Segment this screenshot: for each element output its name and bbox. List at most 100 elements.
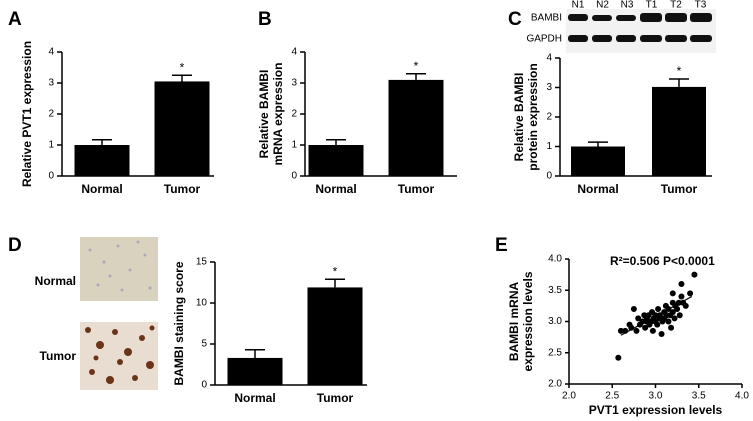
y-tick-label: 10 — [196, 298, 208, 309]
trendline — [620, 295, 693, 336]
point — [687, 290, 694, 297]
point — [665, 318, 672, 325]
lane-label: T1 — [646, 0, 658, 11]
y-tick-label: 3 — [48, 78, 54, 89]
y-tick-label: 3.5 — [548, 285, 562, 296]
x-tick-label: Normal — [315, 182, 356, 196]
y-axis-title: BAMBI mRNA — [507, 282, 521, 362]
point — [668, 324, 675, 331]
y-tick-label: 2 — [546, 112, 552, 123]
point — [655, 306, 662, 312]
bar — [308, 145, 364, 176]
y-axis-title: mRNA expression — [271, 63, 285, 166]
y-axis-title: expression levels — [521, 271, 535, 371]
x-tick-label: 2.0 — [562, 391, 576, 402]
error-bar — [588, 141, 608, 147]
point — [678, 293, 685, 300]
error-bar — [92, 138, 112, 145]
y-tick-label: 15 — [196, 257, 208, 268]
lane-label: T2 — [670, 0, 682, 11]
point — [630, 306, 637, 312]
y-axis-title: protein expression — [526, 63, 540, 170]
point — [642, 324, 649, 331]
x-tick-label: 3.0 — [649, 391, 663, 402]
bar — [154, 81, 210, 176]
point — [669, 290, 676, 297]
error-bar — [245, 348, 265, 358]
x-tick-label: 2.5 — [605, 391, 619, 402]
point — [682, 302, 689, 309]
y-tick-label: 0 — [201, 380, 207, 391]
y-tick-label: 5 — [201, 339, 207, 350]
panel-label: E — [495, 235, 508, 256]
y-axis-title: Relative BAMBI — [512, 73, 526, 162]
blot-row-label: BAMBI — [531, 13, 562, 24]
error-bar — [325, 278, 345, 288]
y-tick-label: 4 — [48, 47, 54, 58]
point — [678, 281, 685, 287]
panel-label: A — [8, 9, 22, 30]
x-tick-label: Normal — [234, 391, 275, 405]
lane-label: N3 — [621, 0, 634, 11]
point — [674, 306, 681, 312]
y-axis-title: BAMBI staining score — [172, 261, 186, 385]
error-bar — [172, 74, 192, 82]
y-tick-label: 4.0 — [548, 254, 562, 265]
y-tick-label: 2 — [48, 109, 54, 120]
y-tick-label: 2.5 — [548, 347, 562, 358]
point — [633, 327, 640, 334]
y-tick-label: 2.0 — [548, 379, 562, 390]
point — [615, 354, 622, 361]
x-tick-label: Tumor — [317, 391, 354, 405]
lane-label: N2 — [596, 0, 609, 11]
x-tick-label: Normal — [577, 182, 618, 196]
significance-mark: * — [677, 64, 682, 78]
y-axis-title: Relative PVT1 expression — [20, 41, 34, 187]
y-tick-label: 1 — [546, 141, 552, 152]
lane-label: N1 — [572, 0, 585, 11]
normal-image — [80, 237, 158, 301]
bar — [74, 145, 130, 176]
point — [649, 327, 656, 334]
point — [635, 315, 642, 322]
x-tick-label: 3.5 — [692, 391, 706, 402]
bar — [652, 86, 706, 176]
y-tick-label: 1 — [291, 140, 297, 151]
lane-label: T3 — [695, 0, 707, 11]
panel-label: B — [258, 9, 272, 30]
panel-label: D — [8, 235, 22, 256]
y-tick-label: 3 — [291, 78, 297, 89]
y-tick-label: 2 — [291, 109, 297, 120]
image-label: Normal — [35, 274, 76, 288]
error-bar — [326, 138, 346, 145]
bar — [388, 79, 444, 176]
point — [691, 271, 698, 278]
y-tick-label: 0 — [546, 171, 552, 182]
x-tick-label: Normal — [81, 182, 122, 196]
point — [671, 315, 678, 322]
error-bar — [406, 72, 426, 80]
point — [676, 312, 683, 319]
y-tick-label: 4 — [546, 53, 552, 64]
y-tick-label: 0 — [291, 171, 297, 182]
image-label: Tumor — [40, 349, 77, 363]
significance-mark: * — [333, 264, 338, 278]
point — [658, 331, 665, 337]
x-tick-label: Tumor — [164, 182, 201, 196]
point — [669, 309, 676, 316]
x-axis-title: PVT1 expression levels — [589, 403, 723, 417]
tumor-image — [80, 322, 158, 390]
y-tick-label: 0 — [48, 171, 54, 182]
western-blot — [566, 9, 716, 53]
y-tick-label: 1 — [48, 140, 54, 151]
significance-mark: * — [414, 59, 419, 73]
y-tick-label: 3 — [546, 82, 552, 93]
bar — [571, 146, 625, 176]
error-bar — [669, 78, 689, 87]
point — [617, 327, 624, 334]
bar — [307, 287, 363, 385]
x-tick-label: Tumor — [398, 182, 435, 196]
blot-row-label: GAPDH — [526, 34, 562, 45]
y-axis-title: Relative BAMBI — [257, 70, 271, 159]
y-tick-label: 3.0 — [548, 316, 562, 327]
